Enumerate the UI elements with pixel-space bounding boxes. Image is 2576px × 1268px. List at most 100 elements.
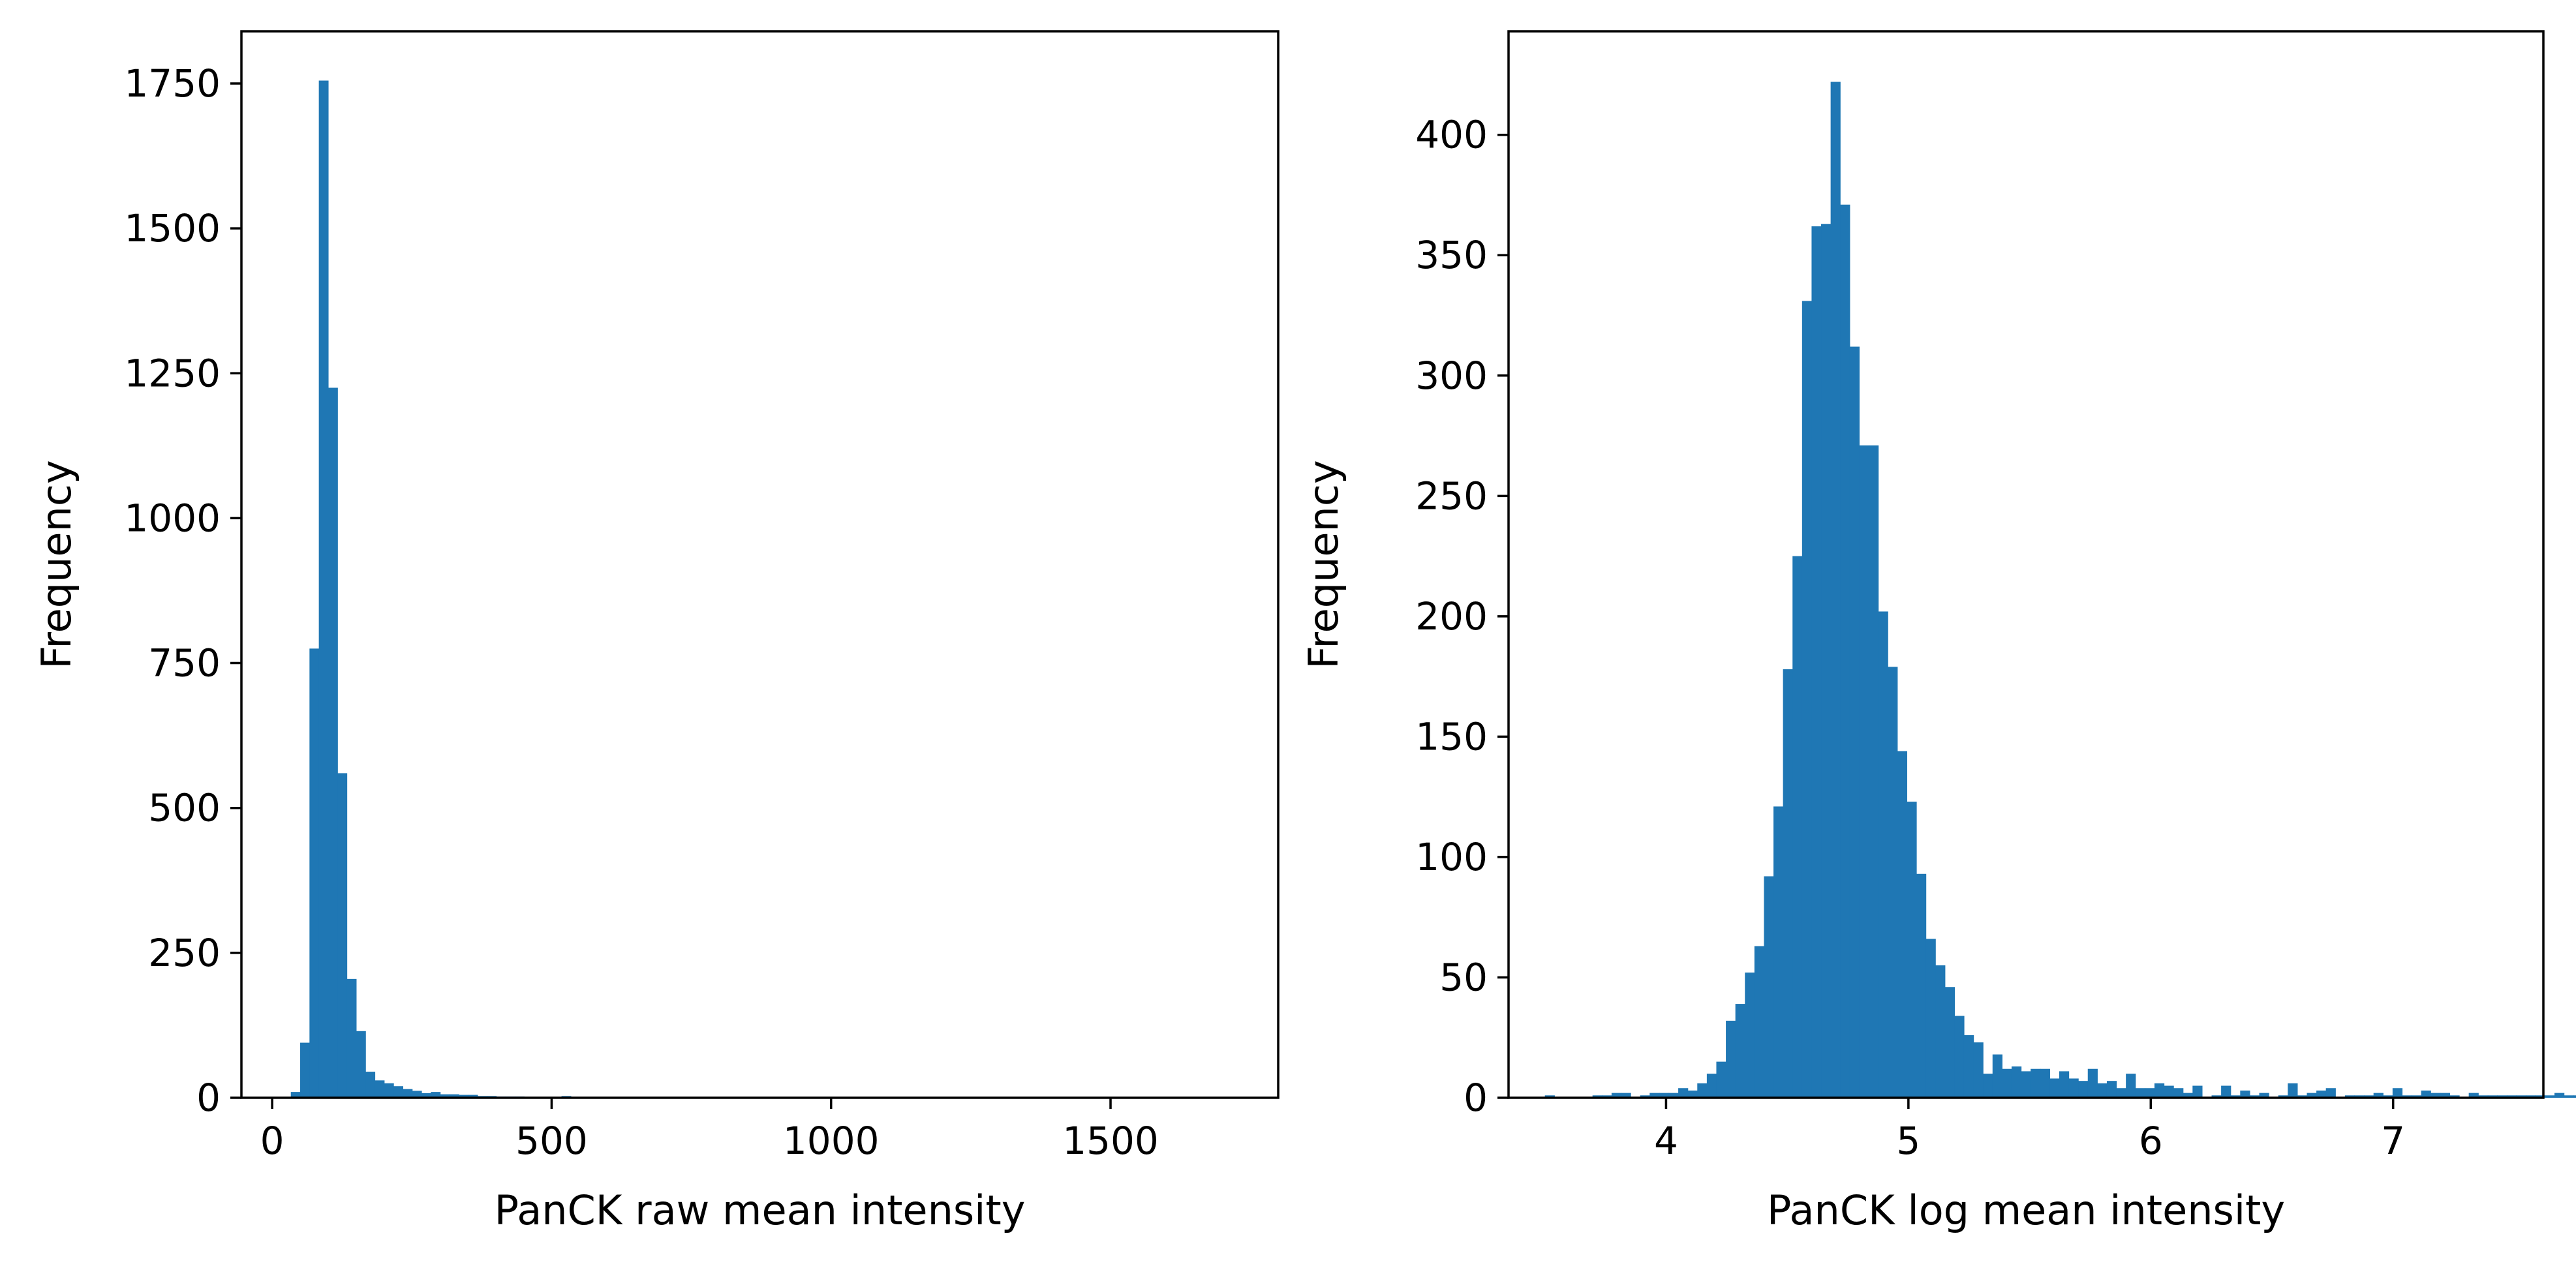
log-histogram-bar xyxy=(1830,82,1841,1098)
log-y-tick-label: 400 xyxy=(1415,113,1488,157)
log-histogram-bar xyxy=(1811,226,1822,1098)
log-histogram-bar xyxy=(1925,939,1936,1098)
log-histogram-bar xyxy=(2040,1068,2050,1098)
log-histogram-bar xyxy=(1716,1061,1726,1098)
log-y-tick-label: 350 xyxy=(1415,233,1488,277)
log-histogram-bar xyxy=(2097,1083,2108,1098)
log-histogram-bar xyxy=(2564,1095,2574,1098)
raw-x-tick-label: 500 xyxy=(515,1119,588,1163)
log-histogram-bar xyxy=(1687,1090,1698,1098)
log-histogram-bar xyxy=(1592,1095,1602,1098)
log-y-tick-label: 250 xyxy=(1415,474,1488,518)
log-histogram-bar xyxy=(2059,1071,2070,1098)
log-histogram-bar xyxy=(2412,1095,2422,1098)
log-histogram-bar xyxy=(1869,445,1879,1098)
log-axes-frame xyxy=(1507,30,2545,1099)
log-histogram-bar xyxy=(1678,1088,1689,1098)
log-histogram-bar xyxy=(2049,1078,2060,1098)
log-histogram-bar xyxy=(2516,1095,2526,1098)
log-histogram-bar xyxy=(2373,1093,2384,1098)
raw-histogram-bar xyxy=(422,1093,431,1098)
raw-histogram-bar xyxy=(328,387,338,1098)
log-histogram-bar xyxy=(2297,1095,2308,1098)
log-histogram-bar xyxy=(1916,873,1927,1098)
raw-histogram-bar xyxy=(403,1089,413,1098)
log-histogram-bar xyxy=(2383,1095,2393,1098)
raw-histogram-bar xyxy=(300,1042,310,1098)
log-histogram-bar xyxy=(1992,1054,2002,1098)
log-histogram-bar xyxy=(2468,1093,2479,1098)
log-histogram-bar xyxy=(2211,1095,2222,1098)
log-histogram-bar xyxy=(2230,1095,2241,1098)
log-histogram-bar xyxy=(1783,669,1793,1098)
log-y-tick-label: 200 xyxy=(1415,594,1488,639)
raw-intensity-histogram: 0 500 1000 1500 0 250 500 750 1000 1250 1500 1750 Pa… xyxy=(33,30,1280,1234)
log-histogram-bar xyxy=(1849,346,1860,1098)
log-histogram-bar xyxy=(2449,1095,2460,1098)
log-y-tick-label: 0 xyxy=(1464,1076,1488,1120)
log-histogram-bar xyxy=(2078,1081,2089,1098)
log-histogram-bar xyxy=(1640,1095,1650,1098)
log-histogram-bar xyxy=(2240,1090,2250,1098)
raw-histogram-bar xyxy=(309,648,320,1098)
log-histogram-bar xyxy=(2173,1088,2184,1098)
log-histogram-bar xyxy=(1983,1074,1993,1098)
log-histogram-bar xyxy=(1963,1035,1974,1098)
log-histogram-bar xyxy=(2068,1078,2079,1098)
log-histogram-bar xyxy=(2011,1066,2022,1098)
raw-histogram-bar xyxy=(346,978,357,1098)
log-histogram-bar xyxy=(2364,1095,2374,1098)
log-histogram-bar xyxy=(2545,1095,2555,1098)
log-intensity-histogram: 4 5 6 7 0 50 100 150 200 250 300 350 400 PanCK log me… xyxy=(1300,30,2576,1234)
log-y-tick-label: 300 xyxy=(1415,354,1488,398)
raw-histogram-bar xyxy=(468,1094,478,1098)
raw-histogram-bar xyxy=(412,1091,422,1098)
log-histogram-bar xyxy=(1611,1093,1622,1098)
log-histogram-bar xyxy=(2192,1085,2203,1098)
log-histogram-bar xyxy=(1859,445,1869,1098)
log-histogram-bar xyxy=(1668,1093,1679,1098)
log-histogram-bar xyxy=(2154,1083,2165,1098)
log-y-axis-label: Frequency xyxy=(1300,460,1347,669)
log-histogram-bar xyxy=(1735,1004,1745,1098)
raw-x-tick-label: 1000 xyxy=(783,1119,880,1163)
log-histogram-bar xyxy=(1764,876,1774,1098)
raw-y-tick-label: 1500 xyxy=(124,206,221,250)
raw-x-tick-label: 0 xyxy=(260,1119,284,1163)
log-histogram-bar xyxy=(1935,965,1946,1098)
log-histogram-bar xyxy=(2430,1093,2441,1098)
log-histogram-bar xyxy=(2325,1088,2336,1098)
log-histogram-bar xyxy=(2106,1081,2117,1098)
log-histogram-bar xyxy=(1706,1074,1717,1098)
log-histogram-bar xyxy=(2497,1095,2507,1098)
log-histogram-bar xyxy=(2031,1068,2041,1098)
raw-histogram-bar xyxy=(459,1094,469,1098)
log-x-tick-label: 5 xyxy=(1896,1119,1920,1163)
log-histogram-bar xyxy=(1649,1093,1660,1098)
raw-y-tick-label: 1250 xyxy=(124,351,221,395)
log-histogram-bar xyxy=(2087,1068,2098,1098)
log-histogram-bar xyxy=(1888,667,1898,1098)
log-histogram-bar xyxy=(2259,1093,2269,1098)
raw-histogram-bar xyxy=(337,773,348,1098)
log-histogram-bar xyxy=(1621,1093,1631,1098)
log-y-tick-label: 50 xyxy=(1439,955,1488,999)
log-histogram-bar xyxy=(1773,806,1784,1098)
log-histogram-bar xyxy=(1659,1093,1670,1098)
raw-histogram-bar xyxy=(375,1080,385,1098)
raw-y-tick-label: 750 xyxy=(148,641,221,686)
log-histogram-bar xyxy=(2554,1093,2565,1098)
log-histogram-bar xyxy=(1821,224,1832,1098)
raw-y-axis-label: Frequency xyxy=(33,460,80,669)
raw-y-tick-label: 1750 xyxy=(124,61,221,106)
raw-y-tick-label: 500 xyxy=(148,786,221,830)
raw-histogram-bar xyxy=(431,1092,441,1098)
log-histogram-bar xyxy=(2116,1088,2126,1098)
raw-histogram-bar xyxy=(365,1072,376,1098)
log-histogram-bar xyxy=(2487,1095,2498,1098)
log-histogram-bar xyxy=(2354,1095,2365,1098)
log-histogram-bar xyxy=(2535,1095,2546,1098)
log-histogram-bar xyxy=(2249,1095,2260,1098)
log-histogram-bar xyxy=(1602,1095,1612,1098)
